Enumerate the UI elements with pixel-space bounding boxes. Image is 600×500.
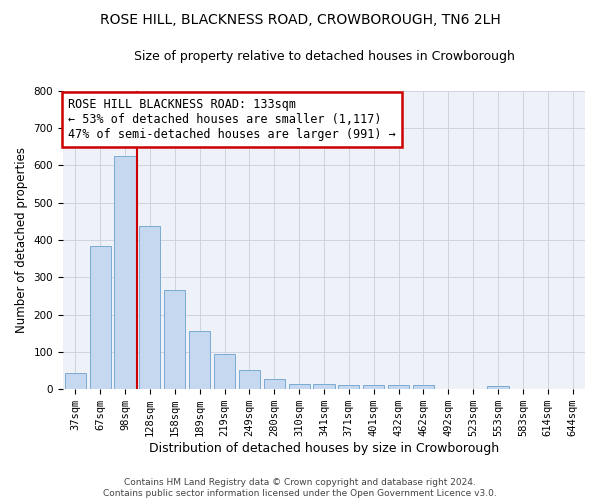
- Bar: [289, 384, 310, 389]
- X-axis label: Distribution of detached houses by size in Crowborough: Distribution of detached houses by size …: [149, 442, 499, 455]
- Text: ROSE HILL BLACKNESS ROAD: 133sqm
← 53% of detached houses are smaller (1,117)
47: ROSE HILL BLACKNESS ROAD: 133sqm ← 53% o…: [68, 98, 396, 141]
- Bar: [164, 290, 185, 389]
- Title: Size of property relative to detached houses in Crowborough: Size of property relative to detached ho…: [134, 50, 514, 63]
- Bar: [115, 156, 136, 389]
- Bar: [313, 384, 335, 389]
- Text: ROSE HILL, BLACKNESS ROAD, CROWBOROUGH, TN6 2LH: ROSE HILL, BLACKNESS ROAD, CROWBOROUGH, …: [100, 12, 500, 26]
- Text: Contains HM Land Registry data © Crown copyright and database right 2024.
Contai: Contains HM Land Registry data © Crown c…: [103, 478, 497, 498]
- Bar: [65, 373, 86, 389]
- Bar: [263, 379, 285, 389]
- Bar: [363, 385, 384, 389]
- Bar: [338, 385, 359, 389]
- Bar: [239, 370, 260, 389]
- Bar: [487, 386, 509, 389]
- Bar: [189, 332, 210, 389]
- Bar: [139, 226, 160, 389]
- Bar: [214, 354, 235, 389]
- Bar: [89, 246, 111, 389]
- Y-axis label: Number of detached properties: Number of detached properties: [15, 147, 28, 333]
- Bar: [388, 385, 409, 389]
- Bar: [413, 386, 434, 389]
